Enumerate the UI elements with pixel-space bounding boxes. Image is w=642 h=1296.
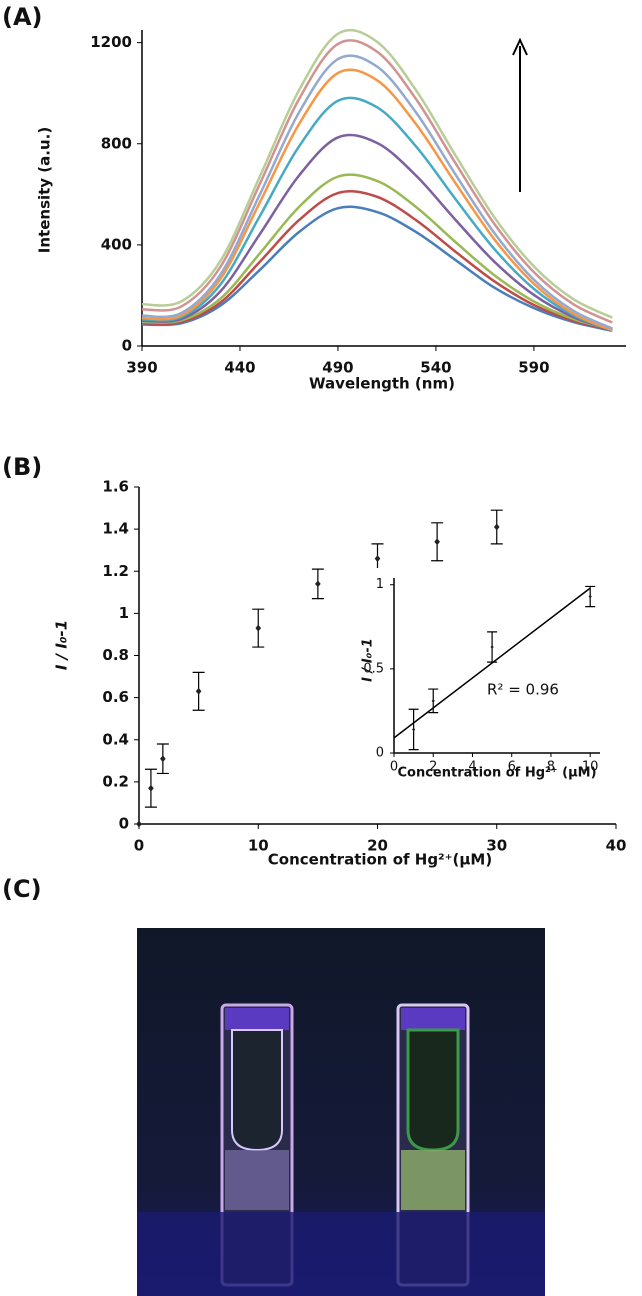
x-tick-label: 20 [367, 837, 388, 855]
y-tick-label: 1 [119, 604, 129, 622]
x-axis-label: Concentration of Hg²⁺(μM) [268, 851, 492, 869]
spectrum-line [141, 68, 613, 332]
data-point [392, 751, 396, 755]
spectrum-line [141, 39, 613, 324]
spectrum-line [141, 205, 613, 333]
x-tick-label: 0 [134, 837, 144, 855]
data-point [434, 538, 440, 546]
x-tick-label: 440 [224, 359, 255, 377]
data-point [493, 523, 500, 531]
panel-label: (C) [2, 875, 42, 903]
y-tick-label: 1.6 [102, 478, 129, 496]
x-axis-label: Wavelength (nm) [309, 375, 455, 393]
chart: 0 400 800 1200 390 440 490 540 590 Wavelength (nm… [36, 29, 626, 393]
x-tick-label: 2 [429, 760, 437, 775]
spectrum-line [141, 29, 613, 319]
x-tick-label: 4 [468, 760, 476, 775]
x-tick-label: 490 [322, 359, 353, 377]
data-point [588, 594, 592, 599]
x-tick-label: 10 [582, 760, 599, 775]
x-tick-label: 0 [390, 760, 398, 775]
data-point [136, 820, 142, 828]
y-tick-label: 1200 [90, 33, 132, 51]
trendline [393, 587, 591, 739]
spectrum-line [141, 96, 613, 332]
data-point [315, 580, 321, 588]
x-tick-label: 10 [248, 837, 269, 855]
x-axis-label: Concentration of Hg²⁺ (μM) [397, 766, 596, 781]
x-tick-label: 390 [126, 359, 157, 377]
chart: 00.20.40.60.811.21.41.60 10 20 30 40Concentr… [53, 478, 627, 869]
spectrum-line [141, 190, 613, 332]
y-tick-label: 0.2 [102, 772, 129, 790]
y-tick-label: 0 [376, 746, 384, 761]
panel-label: (A) [2, 3, 43, 31]
x-tick-label: 590 [518, 359, 549, 377]
data-point [374, 555, 381, 563]
spectrum-line [141, 54, 613, 330]
data-point [255, 624, 262, 632]
y-axis-label: I / I₀-1 [361, 638, 376, 682]
x-tick-label: 540 [420, 359, 451, 377]
y-axis-label: Intensity (a.u.) [36, 127, 54, 253]
y-tick-label: 1.2 [102, 562, 129, 580]
annotation: R² = 0.96 [487, 681, 559, 699]
x-tick-label: 30 [486, 837, 507, 855]
y-axis-label: I / I₀-1 [53, 620, 71, 670]
y-tick-label: 0 [119, 815, 129, 833]
y-tick-label: 1 [376, 577, 384, 592]
arrow [512, 37, 528, 192]
inset-background [349, 568, 615, 788]
x-tick-label: 40 [606, 837, 627, 855]
y-tick-label: 0.5 [363, 661, 384, 676]
y-tick-label: 0.6 [102, 688, 129, 706]
panel-label: (B) [2, 453, 42, 481]
data-point [490, 644, 494, 649]
data-point [412, 727, 416, 732]
x-tick-label: 8 [547, 760, 555, 775]
data-point [148, 784, 154, 792]
data-point [195, 687, 202, 695]
spectrum-line [141, 133, 613, 332]
y-tick-label: 0 [122, 337, 132, 355]
y-tick-label: 0.4 [102, 730, 129, 748]
y-tick-label: 0.8 [102, 646, 129, 664]
x-tick-label: 6 [508, 760, 516, 775]
photo [137, 928, 545, 1296]
data-point [431, 698, 435, 703]
y-tick-label: 1.4 [102, 520, 129, 538]
spectrum-line [141, 173, 613, 331]
y-tick-label: 800 [101, 134, 132, 152]
y-tick-label: 400 [101, 235, 132, 253]
data-point [160, 755, 166, 763]
